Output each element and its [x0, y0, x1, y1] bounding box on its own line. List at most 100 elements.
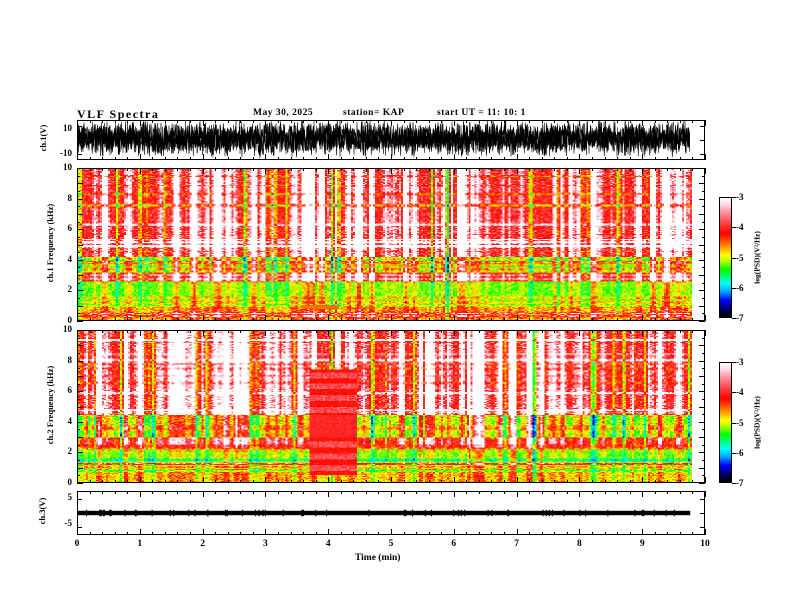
tick-mark [453, 315, 455, 321]
tick-mark [328, 491, 330, 497]
tick-mark [732, 483, 736, 484]
tick-mark [139, 491, 141, 497]
tick-mark [699, 229, 705, 231]
tick-mark [478, 491, 480, 494]
tick-mark [152, 318, 154, 321]
tick-mark [77, 229, 83, 231]
tick-mark [77, 475, 80, 477]
tick-mark [699, 275, 705, 277]
tick-mark [353, 157, 355, 160]
tick-mark [252, 157, 254, 160]
tick-mark [541, 157, 543, 160]
tick-mark [642, 491, 644, 497]
x-tick-label-6: 6 [451, 539, 457, 549]
tick-mark [303, 532, 305, 535]
tick-mark [692, 480, 694, 483]
tick-mark [591, 318, 593, 321]
x-tick-label-10: 10 [700, 539, 710, 549]
tick-mark [102, 318, 104, 321]
tick-mark [702, 429, 705, 431]
tick-mark [202, 477, 204, 483]
tick-mark [202, 315, 204, 321]
tick-mark [202, 154, 204, 160]
tick-mark [252, 120, 254, 123]
cbar-ch1-tick-neg7: -7 [736, 313, 744, 323]
tick-mark [378, 318, 380, 321]
tick-mark [190, 532, 192, 535]
cbar-ch1-tick-neg3: -3 [736, 192, 744, 202]
panel-ch1-spectrogram [77, 168, 705, 321]
tick-mark [89, 318, 91, 321]
tick-mark [215, 168, 217, 171]
tick-mark [152, 157, 154, 160]
tick-mark [699, 183, 705, 185]
tick-mark [629, 330, 631, 333]
tick-mark [554, 480, 556, 483]
tick-mark [127, 157, 129, 160]
tick-mark [702, 252, 705, 254]
tick-mark [642, 154, 644, 160]
ch1-volts-tick-neg10: -10 [60, 148, 72, 158]
tick-mark [378, 120, 380, 123]
tick-mark [504, 157, 506, 160]
ch1-spectrogram-image [78, 169, 704, 320]
tick-mark [441, 491, 443, 494]
tick-mark [699, 467, 705, 469]
tick-mark [164, 532, 166, 535]
tick-mark [252, 491, 254, 494]
tick-mark [629, 318, 631, 321]
tick-mark [290, 330, 292, 333]
tick-mark [705, 168, 706, 174]
tick-mark [529, 318, 531, 321]
tick-mark [391, 529, 392, 535]
ch1-spectrogram-tick-8: 8 [67, 192, 73, 203]
tick-mark [529, 532, 531, 535]
tick-mark [378, 330, 380, 333]
tick-mark [667, 318, 669, 321]
tick-mark [441, 318, 443, 321]
tick-mark [699, 330, 705, 331]
tick-mark [699, 198, 705, 200]
tick-mark [77, 460, 80, 462]
tick-mark [654, 120, 656, 123]
tick-mark [554, 330, 556, 333]
tick-mark [77, 154, 78, 160]
tick-mark [491, 330, 493, 333]
tick-mark [303, 120, 305, 123]
tick-mark [102, 157, 104, 160]
tick-mark [702, 221, 705, 223]
tick-mark [700, 526, 705, 528]
tick-mark [705, 330, 706, 336]
tick-mark [290, 168, 292, 171]
tick-mark [617, 318, 619, 321]
tick-mark [89, 532, 91, 535]
tick-mark [227, 318, 229, 321]
tick-mark [164, 491, 166, 494]
tick-mark [617, 157, 619, 160]
tick-mark [215, 480, 217, 483]
tick-mark [629, 491, 631, 494]
tick-mark [77, 330, 78, 336]
tick-mark [77, 477, 78, 483]
tick-mark [190, 491, 192, 494]
tick-mark [252, 480, 254, 483]
tick-mark [466, 330, 468, 333]
tick-mark [190, 330, 192, 333]
tick-mark [705, 120, 706, 126]
tick-mark [705, 491, 706, 497]
ch1-spectrogram-tick-2: 2 [67, 284, 73, 295]
tick-mark [516, 154, 518, 160]
tick-mark [265, 168, 267, 174]
tick-mark [591, 168, 593, 171]
tick-mark [240, 168, 242, 171]
colorbar-ch1 [719, 197, 732, 318]
tick-mark [114, 168, 116, 171]
tick-mark [541, 120, 543, 123]
tick-mark [504, 491, 506, 494]
tick-mark [579, 330, 581, 336]
tick-mark [453, 168, 455, 174]
tick-mark [453, 154, 455, 160]
tick-mark [328, 168, 330, 174]
tick-mark [541, 491, 543, 494]
tick-mark [328, 529, 330, 535]
